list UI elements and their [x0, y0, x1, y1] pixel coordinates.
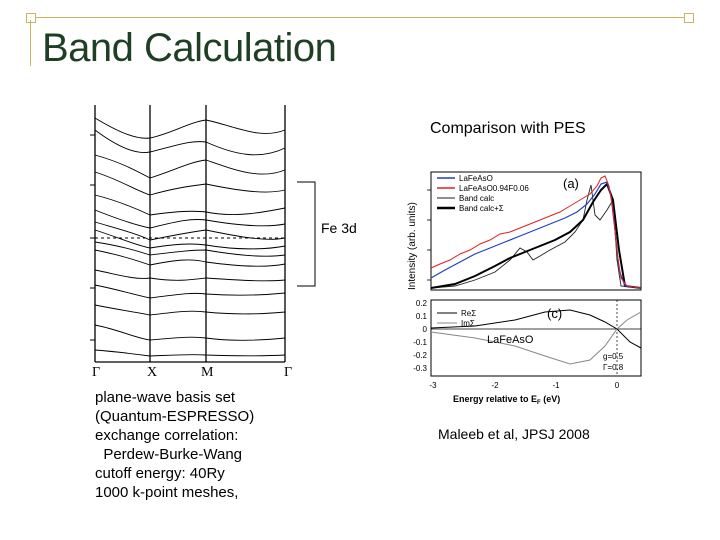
- c-ytick-5: -0.3: [413, 364, 427, 373]
- x-ticks: -3 -2 -1 0: [429, 381, 619, 390]
- header-square-left: [26, 13, 36, 23]
- x-axis-label: Energy relative to EF (eV): [453, 394, 560, 406]
- c-ytick-4: -0.2: [413, 351, 427, 360]
- xtick-3: 0: [615, 381, 620, 390]
- legend-c: ReΣ ImΣ: [437, 309, 476, 328]
- xtick-2: -1: [552, 381, 560, 390]
- curve-lafeaso-f: [430, 175, 642, 289]
- header-vertical-rule: [30, 20, 31, 66]
- header-rule: [30, 17, 690, 18]
- legend-a: LaFeAsO LaFeAsO0.94F0.06 Band calc Band …: [437, 174, 529, 213]
- panel-a-ticks: [427, 189, 431, 281]
- band-structure-plot: [90, 105, 286, 363]
- xtick-1: -2: [491, 381, 499, 390]
- fe3d-bracket: [297, 181, 316, 287]
- panel-c-param-gamma: Γ=0.8: [603, 363, 624, 372]
- calculation-parameters: plane-wave basis set (Quantum-ESPRESSO) …: [95, 388, 254, 502]
- c-ytick-2: 0: [423, 325, 428, 334]
- band-curves: [94, 117, 286, 357]
- fe3d-label: Fe 3d: [321, 220, 357, 236]
- param-line: (Quantum-ESPRESSO): [95, 408, 255, 425]
- panel-c-label: (c): [547, 306, 562, 321]
- band-axis-ticks: [90, 134, 95, 341]
- legend-a-2: Band calc: [459, 194, 494, 203]
- param-line: 1000 k-point meshes,: [95, 484, 239, 501]
- pes-figure: Intensity (arb. units) (a) LaFeAsO LaFeA…: [407, 171, 642, 406]
- param-line: exchange correlation:: [95, 427, 239, 444]
- param-line: Perdew-Burke-Wang: [95, 446, 242, 463]
- kpoint-m: M: [201, 365, 214, 380]
- curve-im-sigma: [430, 311, 642, 365]
- c-ytick-1: 0.1: [416, 312, 428, 321]
- panel-c-frame: [430, 299, 642, 377]
- header-square-right: [684, 13, 694, 23]
- panel-c-yticks: 0.2 0.1 0 -0.1 -0.2 -0.3: [413, 299, 427, 373]
- panel-c-param-g: g=0.5: [603, 352, 624, 361]
- legend-a-1: LaFeAsO0.94F0.06: [459, 184, 529, 193]
- kpoint-gamma-right: Γ: [284, 365, 293, 380]
- curve-re-sigma: [430, 309, 642, 349]
- kpoint-x: X: [147, 365, 158, 380]
- curve-band-calc: [430, 184, 642, 289]
- panel-a-label: (a): [563, 176, 579, 191]
- pes-comparison-heading: Comparison with PES: [430, 120, 586, 137]
- slide-title: Band Calculation: [42, 26, 337, 70]
- xtick-0: -3: [429, 381, 437, 390]
- band-frame: [94, 105, 286, 363]
- legend-a-0: LaFeAsO: [459, 174, 493, 183]
- legend-c-1: ImΣ: [461, 319, 475, 328]
- c-ytick-3: -0.1: [413, 338, 427, 347]
- param-line: plane-wave basis set: [95, 389, 236, 406]
- legend-c-0: ReΣ: [461, 309, 476, 318]
- panel-c-material: LaFeAsO: [487, 334, 534, 346]
- curve-band-calc-sigma: [430, 182, 642, 289]
- c-ytick-0: 0.2: [416, 299, 428, 308]
- kpoint-gamma-left: Γ: [92, 365, 101, 380]
- legend-a-3: Band calc+Σ: [459, 204, 504, 213]
- reference-citation: Maleeb et al, JPSJ 2008: [438, 426, 590, 442]
- ylabel-intensity: Intensity (arb. units): [407, 202, 418, 290]
- param-line: cutoff energy: 40Ry: [95, 465, 225, 482]
